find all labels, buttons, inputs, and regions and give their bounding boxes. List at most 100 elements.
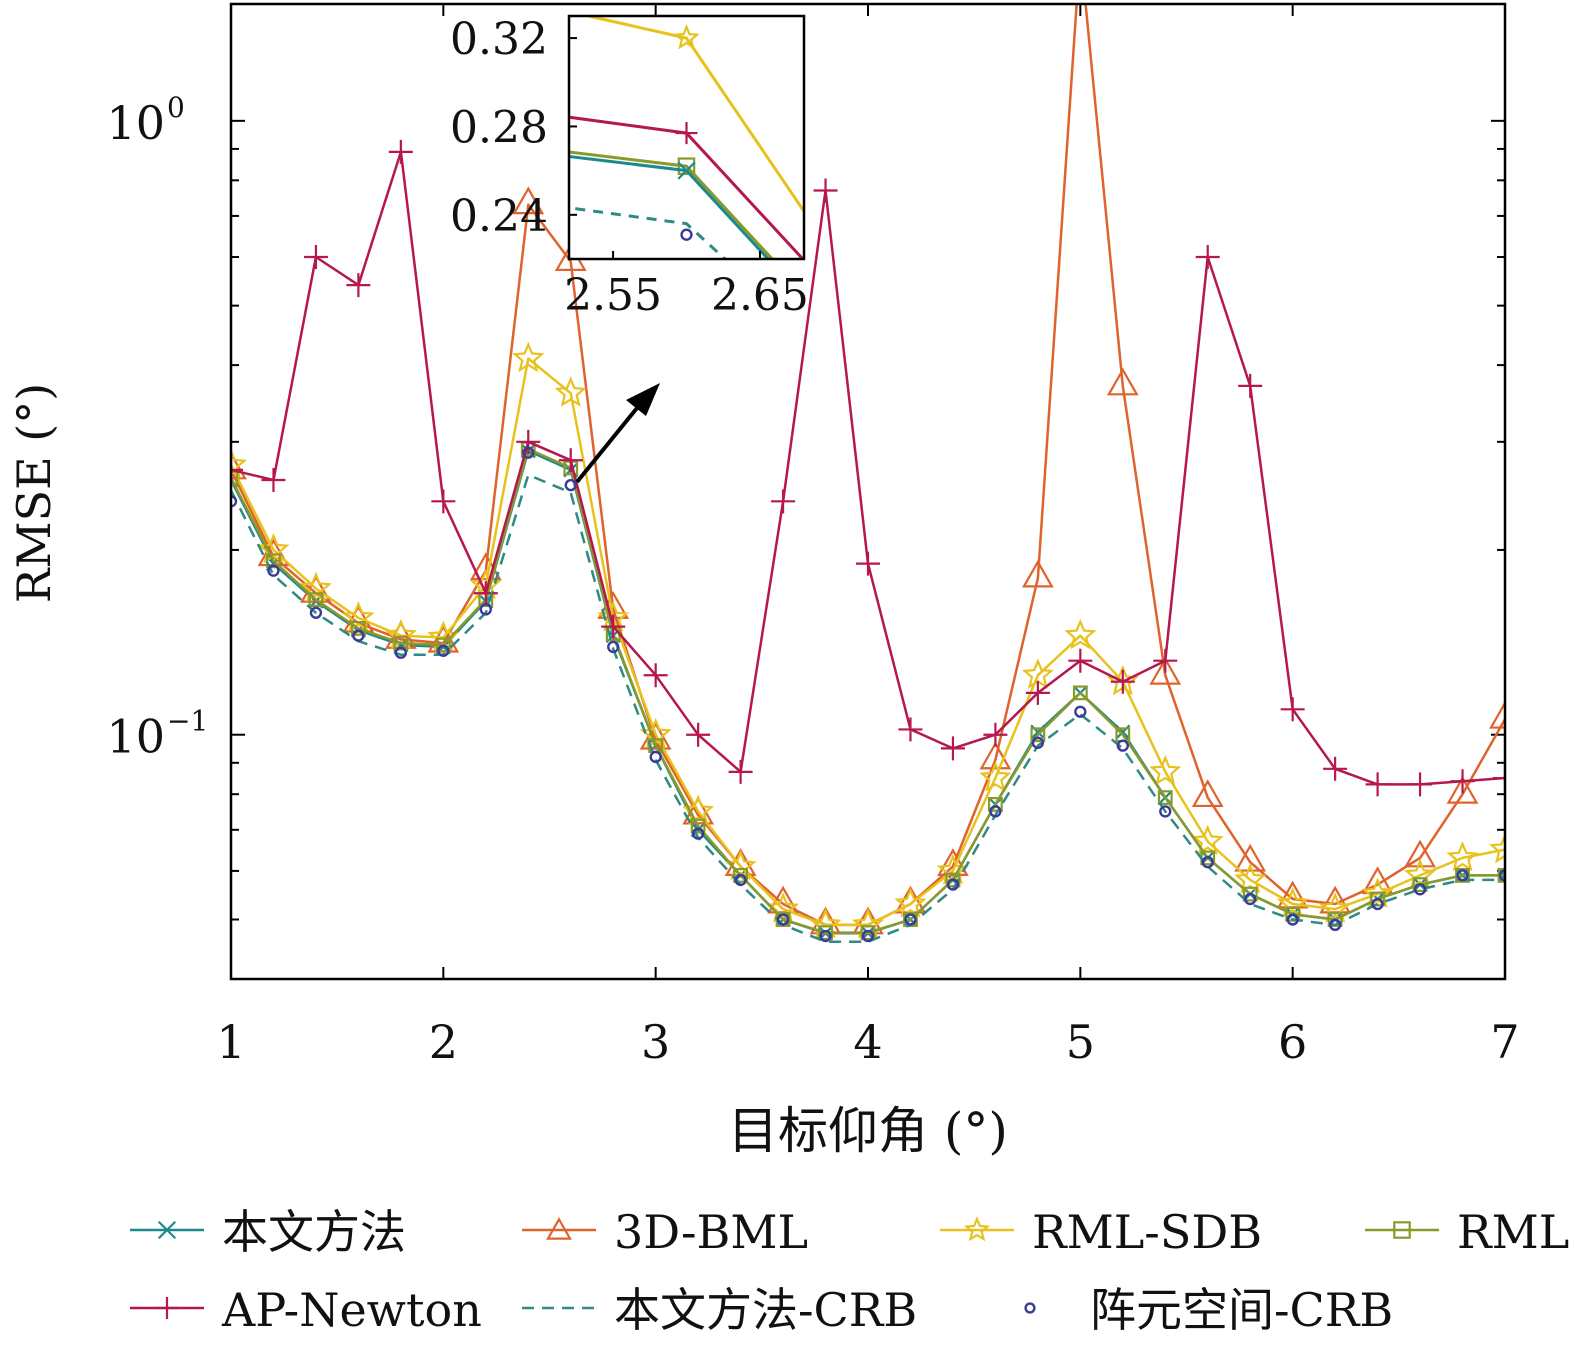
x-tick-label: 7 bbox=[1490, 1015, 1519, 1069]
series-marker bbox=[771, 489, 796, 514]
series-marker bbox=[1497, 867, 1505, 883]
series-marker bbox=[686, 722, 711, 747]
series-marker bbox=[601, 614, 626, 639]
series-marker bbox=[1072, 685, 1088, 701]
series-marker bbox=[1455, 867, 1470, 883]
series-marker bbox=[1191, 824, 1224, 856]
series-marker bbox=[898, 717, 923, 742]
series-marker bbox=[1068, 648, 1093, 673]
series-marker bbox=[437, 644, 450, 657]
series-marker bbox=[1242, 886, 1258, 902]
inset-x-tick-label: 2.65 bbox=[711, 270, 809, 321]
series-marker bbox=[512, 186, 545, 215]
series-marker bbox=[1159, 805, 1172, 818]
series-marker bbox=[1328, 918, 1342, 932]
legend-marker bbox=[157, 1220, 177, 1240]
x-tick-label: 4 bbox=[853, 1015, 882, 1069]
series-marker bbox=[1116, 739, 1129, 752]
legend-item-3d-bml: 3D-BML bbox=[522, 1205, 808, 1259]
legend-label: 本文方法-CRB bbox=[614, 1283, 917, 1337]
series-marker bbox=[1025, 680, 1050, 705]
series-marker bbox=[1365, 772, 1390, 797]
series-marker bbox=[388, 139, 413, 164]
series-marker bbox=[1280, 697, 1305, 722]
series-marker bbox=[1286, 913, 1299, 926]
legend-label: RML-SDB bbox=[1032, 1205, 1262, 1259]
series-marker bbox=[1106, 367, 1139, 396]
y-tick-label-exponent: −1 bbox=[167, 705, 208, 738]
series-marker bbox=[1074, 705, 1087, 718]
series-marker bbox=[522, 446, 535, 459]
x-tick-label: 5 bbox=[1066, 1015, 1095, 1069]
legend-marker bbox=[546, 1217, 572, 1240]
series-marker bbox=[1191, 779, 1224, 808]
series-marker bbox=[1493, 766, 1505, 791]
zoom-arrow bbox=[575, 383, 660, 484]
series-marker bbox=[1110, 669, 1135, 694]
x-tick-label: 2 bbox=[429, 1015, 458, 1069]
series-marker bbox=[1157, 790, 1173, 805]
series-marker bbox=[1244, 892, 1257, 906]
series-marker bbox=[856, 551, 880, 576]
series-marker bbox=[1412, 877, 1428, 892]
legend-item-ap-newton: AP-Newton bbox=[130, 1283, 482, 1337]
series-line bbox=[231, 357, 1505, 927]
series-marker bbox=[1413, 883, 1427, 896]
legend-marker bbox=[963, 1216, 991, 1242]
inset-y-tick-label: 0.28 bbox=[450, 102, 548, 153]
series-marker bbox=[257, 533, 290, 564]
series-marker bbox=[231, 457, 243, 482]
series-marker bbox=[1064, 618, 1097, 650]
legend-marker bbox=[1024, 1302, 1036, 1314]
plot-frame bbox=[229, 2, 1507, 981]
y-tick-label: 10 bbox=[106, 710, 165, 764]
series-marker bbox=[813, 178, 838, 203]
inset-series-本文方法 bbox=[569, 155, 771, 259]
y-tick-label-exponent: 0 bbox=[167, 91, 185, 124]
inset-series-marker bbox=[673, 24, 700, 50]
legend-item-本文方法-crb: 本文方法-CRB bbox=[522, 1283, 917, 1337]
series-marker bbox=[435, 637, 451, 653]
series-marker bbox=[558, 448, 583, 473]
series-marker bbox=[1238, 373, 1263, 398]
inset-series-marker bbox=[677, 161, 696, 180]
inset-frame bbox=[567, 14, 806, 261]
series-marker bbox=[554, 376, 587, 407]
series-marker bbox=[1149, 656, 1182, 685]
legend-label: 阵元空间-CRB bbox=[1090, 1283, 1393, 1337]
series-marker bbox=[1404, 839, 1436, 868]
series-marker bbox=[431, 489, 456, 514]
series-marker bbox=[1201, 856, 1214, 869]
series-marker bbox=[940, 736, 965, 761]
inset-plot: 2.55 2.65 0.24 0.28 0.32 bbox=[450, 14, 809, 321]
y-tick-label: 10 bbox=[106, 96, 165, 150]
series-marker bbox=[309, 606, 323, 619]
series-marker bbox=[987, 796, 1003, 812]
inset-series-line bbox=[569, 150, 775, 259]
series-marker bbox=[983, 722, 1008, 747]
inset-series-marker bbox=[680, 228, 693, 241]
inset-series-line bbox=[569, 206, 728, 259]
series-marker bbox=[261, 467, 286, 492]
series-marker bbox=[1446, 775, 1479, 804]
series-marker bbox=[937, 848, 969, 876]
series-marker bbox=[691, 827, 705, 840]
inset-y-tick-label: 0.24 bbox=[450, 191, 548, 242]
series-marker bbox=[479, 603, 492, 616]
legend-item-本文方法: 本文方法 bbox=[130, 1205, 406, 1259]
series-marker bbox=[979, 741, 1012, 770]
series-marker bbox=[1149, 754, 1182, 786]
legend-item-阵元空间-crb: 阵元空间-CRB bbox=[1024, 1283, 1393, 1337]
series-marker bbox=[231, 470, 239, 486]
series-marker bbox=[861, 929, 875, 943]
series-marker bbox=[860, 925, 876, 941]
legend-label: 3D-BML bbox=[614, 1205, 808, 1259]
series-marker bbox=[352, 629, 365, 642]
series-marker bbox=[989, 805, 1002, 818]
series-marker bbox=[946, 878, 960, 891]
series-marker bbox=[512, 341, 545, 373]
inset-series-marker bbox=[675, 122, 698, 145]
series-marker bbox=[776, 913, 790, 926]
series-marker bbox=[1319, 892, 1352, 923]
series-marker bbox=[1153, 648, 1178, 673]
